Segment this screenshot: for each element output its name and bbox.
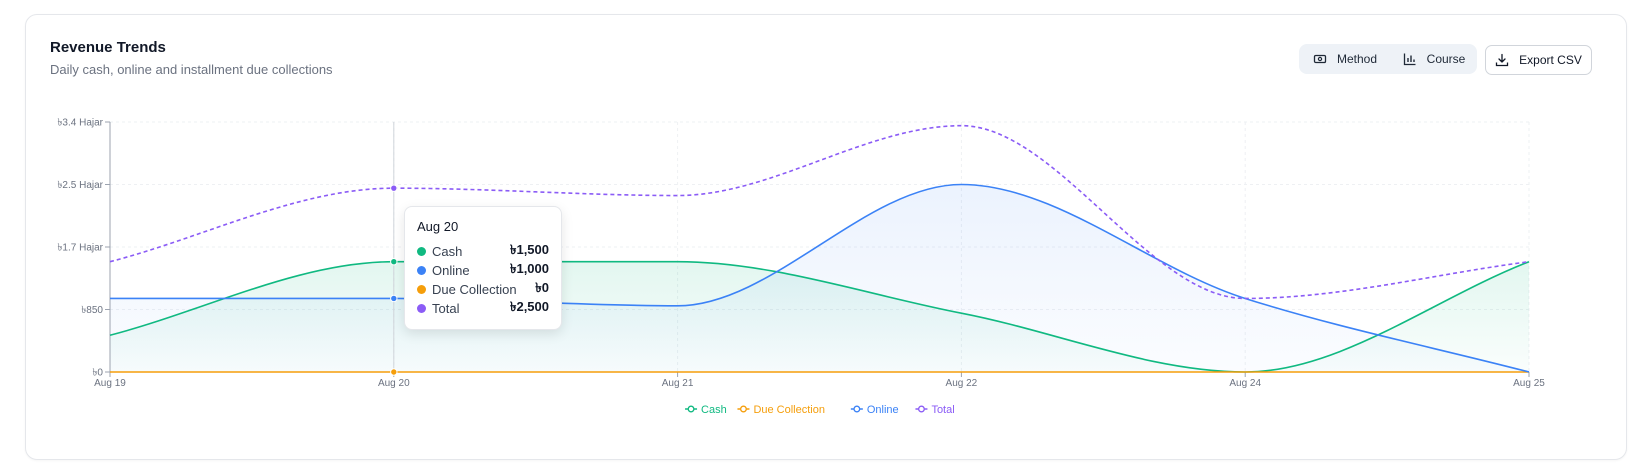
chart-subtitle: Daily cash, online and installment due c… [50,62,333,77]
tooltip-row-due-collection: Due Collection ৳0 [417,280,549,299]
tooltip-label: Due Collection [432,282,517,297]
x-tick-label: Aug 24 [1229,378,1261,389]
x-tick-label: Aug 21 [662,378,694,389]
series-line-cash [109,260,1530,373]
tooltip-dot [417,247,426,256]
bar-chart-icon [1403,52,1417,66]
legend-swatch-dot-due-collection [740,405,747,413]
tooltip-label: Total [432,301,460,316]
method-button[interactable]: Method [1299,44,1391,74]
tooltip-dot [417,266,426,275]
y-tick-label: ৳0 [92,368,103,379]
y-tick-label: ৳850 [81,305,103,316]
course-button[interactable]: Course [1391,44,1477,74]
legend-swatch-dot-total [918,405,925,413]
course-label: Course [1426,52,1466,66]
series-line-total [109,124,1530,300]
active-point-cash [390,258,398,266]
tooltip-value: ৳2,500 [509,299,549,314]
tooltip-label: Online [432,263,470,278]
tooltip-label: Cash [432,244,463,259]
tooltip-dot [417,304,426,313]
tooltip-row-online: Online ৳1,000 [417,261,549,280]
revenue-trends-card: Revenue Trends Daily cash, online and in… [25,14,1627,460]
chart-title: Revenue Trends [50,39,166,56]
area-fills [110,184,1529,372]
tooltip-dot [417,285,426,294]
legend-label-total: Total [931,404,954,416]
tooltip-value: ৳1,000 [509,261,549,276]
legend-label-cash: Cash [701,404,727,416]
y-tick-label: ৳3.4 Hajar [57,118,103,129]
group-by-toggle: Method Course [1299,44,1477,74]
tooltip-value: ৳1,500 [509,242,549,257]
legend: Cash Due Collection Online Total [685,404,955,416]
legend-label-due-collection: Due Collection [753,404,825,416]
series-line-online [109,183,1530,373]
cash-icon [1313,52,1327,66]
tooltip-title: Aug 20 [417,219,459,234]
x-tick-label: Aug 25 [1513,378,1545,389]
x-tick-label: Aug 22 [946,378,978,389]
legend-swatch-dot-cash [687,405,695,413]
chart-tooltip: Aug 20 Cash ৳1,500 Online ৳1,000 Due Col… [404,206,562,330]
x-tick-label: Aug 19 [94,378,126,389]
method-label: Method [1336,52,1378,66]
tooltip-value: ৳0 [535,280,549,295]
active-point-due-collection [390,368,398,376]
legend-label-online: Online [867,404,899,416]
tooltip-row-total: Total ৳2,500 [417,299,549,318]
active-point-total [390,184,398,192]
y-tick-label: ৳1.7 Hajar [57,243,103,254]
x-tick-label: Aug 20 [378,378,410,389]
y-tick-label: ৳2.5 Hajar [57,180,103,191]
series-lines [109,124,1530,373]
export-csv-button[interactable]: Export CSV [1485,45,1592,75]
download-icon [1495,53,1509,67]
active-points [390,184,398,376]
tooltip-row-cash: Cash ৳1,500 [417,242,549,261]
export-label: Export CSV [1519,53,1582,67]
active-point-online [390,294,398,303]
legend-swatch-dot-online [853,405,861,413]
